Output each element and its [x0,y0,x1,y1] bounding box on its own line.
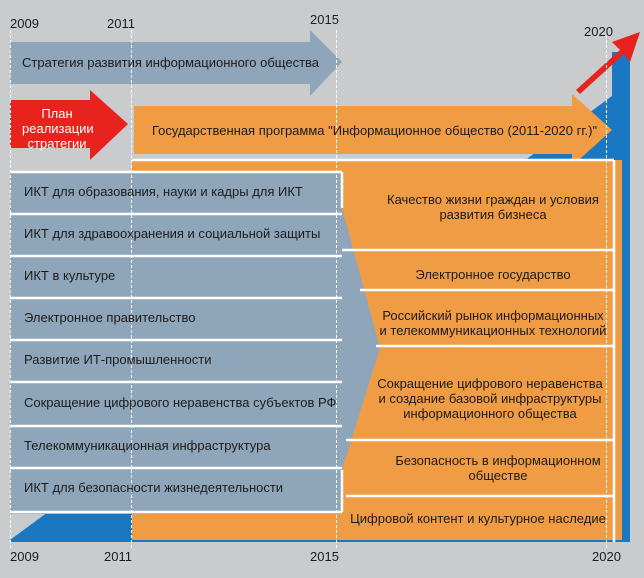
plan-arrow [10,90,128,160]
left-item: ИКТ для здравоохранения и социальной защ… [24,226,321,241]
year-line-2020 [606,30,607,548]
left-item: Сокращение цифрового неравенства субъект… [24,395,337,410]
program-arrow [134,94,612,166]
right-item: Сокращение цифрового неравенства и созда… [377,376,603,421]
strategy-label: Стратегия развития информационного общес… [22,55,320,70]
steel-blue-directions-block [10,172,342,514]
year-line-2015 [336,30,337,548]
left-item: Развитие ИТ-промышленности [24,352,212,367]
year-top-2009: 2009 [10,16,39,31]
year-bottom-2011: 2011 [104,549,132,564]
left-item: Электронное правительство [24,310,196,325]
year-bottom-2020: 2020 [592,549,621,564]
year-top-2011: 2011 [107,16,135,31]
right-item: Электронное государство [415,267,571,282]
plan-label: План реализации стратегии [22,106,94,151]
year-top-2015: 2015 [310,12,339,27]
steel-blue-directions-arrow [342,208,380,470]
red-trend-line [576,32,640,94]
left-item: Телекоммуникационная инфраструктура [24,438,271,453]
left-item: ИКТ для безопасности жизнедеятельности [24,480,284,495]
left-item: ИКТ для образования, науки и кадры для И… [24,184,303,199]
left-item: ИКТ в культуре [24,268,116,283]
right-item: Качество жизни граждан и условия развити… [387,192,599,222]
right-item: Цифровой контент и культурное наследие [350,511,606,526]
year-top-2020: 2020 [584,24,613,39]
right-item: Безопасность в информационном обществе [395,453,601,483]
program-label: Государственная программа "Информационно… [152,123,598,138]
right-item: Российский рынок информационных и телеко… [379,308,607,338]
year-line-2011 [131,30,132,548]
year-bottom-2015: 2015 [310,549,339,564]
year-bottom-2009: 2009 [10,549,39,564]
year-line-2009 [10,30,11,548]
strategy-arrow [10,30,342,96]
